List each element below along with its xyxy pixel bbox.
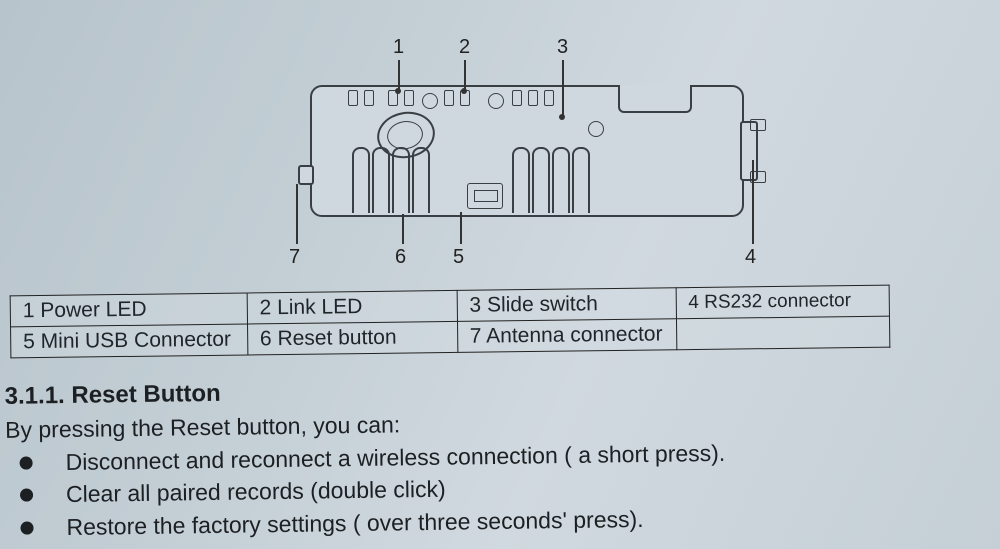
vent-slot [512,90,522,106]
grip-rib [572,147,590,213]
device-outline [310,85,744,217]
rs232-connector [740,121,758,181]
callout-number: 6 [395,246,406,269]
table-cell: 2 Link LED [247,290,457,324]
vent-slot [528,90,538,106]
vent-slot [404,90,414,106]
vent-slot [544,90,554,106]
section-title: Reset Button [71,380,221,409]
parts-legend-table: 1 Power LED 2 Link LED 3 Slide switch 4 … [10,285,891,359]
mini-usb-port [467,183,503,209]
table-cell: 7 Antenna connector [457,319,676,353]
led-1 [422,93,438,109]
grip-rib [352,147,370,213]
grip-rib [412,147,430,213]
table-cell: 3 Slide switch [457,288,676,322]
callout-number: 4 [745,246,756,269]
grip-rib [392,147,410,213]
vent-slot [348,90,358,106]
callout-number: 3 [557,36,568,59]
callout-dot [461,88,467,94]
top-notch [618,85,692,113]
callout-number: 5 [453,246,464,269]
grip-rib [532,147,550,213]
callout-line [752,160,754,244]
table-cell: 5 Mini USB Connector [11,324,248,358]
callout-number: 2 [459,36,470,59]
vent-slot [444,90,454,106]
callout-line [398,60,400,90]
document-page: 1 2 3 7 6 5 4 1 Power LED 2 Link LED 3 S… [0,0,1000,549]
grip-rib [552,147,570,213]
callout-line [460,212,462,244]
table-cell [676,316,890,350]
callout-line [402,214,404,244]
table-cell: 6 Reset button [247,321,457,355]
vent-slot [364,90,374,106]
table-cell: 4 RS232 connector [676,285,890,319]
callout-number: 7 [289,246,300,269]
grip-rib [512,147,530,213]
reset-bullet-list: Disconnect and reconnect a wireless conn… [15,435,986,544]
section-number: 3.1.1. [4,382,64,410]
grip-rib [372,147,390,213]
callout-line [464,60,466,90]
callout-dot [559,114,565,120]
callout-line [296,184,298,244]
led-2 [488,93,504,109]
device-diagram [280,35,770,275]
callout-number: 1 [393,36,404,59]
slide-switch-dot [588,121,604,137]
body-text: 3.1.1. Reset Button By pressing the Rese… [4,363,987,549]
antenna-connector [298,165,314,185]
callout-dot [395,88,401,94]
table-cell: 1 Power LED [10,293,247,327]
callout-line [562,60,564,116]
